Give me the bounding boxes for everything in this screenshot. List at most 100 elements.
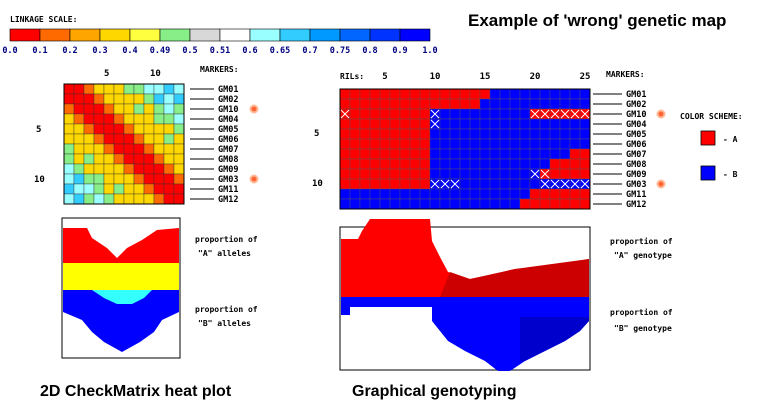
- genotype-cell: [489, 98, 501, 110]
- genotype-cell: [509, 128, 521, 140]
- linkage-scale-tick: 0.5: [182, 46, 197, 56]
- heatmap-profile-band-a-mid: [63, 263, 179, 290]
- heatmap-cell: [83, 113, 95, 125]
- genotype-cell: [459, 188, 471, 200]
- heatmap-cell: [153, 183, 165, 195]
- genotype-cell: [469, 128, 481, 140]
- heatmap-cell: [173, 183, 185, 195]
- genotype-cell: [539, 158, 551, 170]
- heatmap-cell: [153, 133, 165, 145]
- genotype-cell: [569, 168, 581, 180]
- genotype-cell: [439, 188, 451, 200]
- genotype-cell: [379, 118, 391, 130]
- genotype-cell: [549, 188, 561, 200]
- genotype-cell: [499, 118, 511, 130]
- genotype-cell: [529, 138, 541, 150]
- heatmap-cell: [83, 173, 95, 185]
- marker-label: GM12: [626, 200, 646, 210]
- heatmap-cell: [83, 103, 95, 115]
- genotype-cell: [409, 128, 421, 140]
- heatmap-cell: [173, 133, 185, 145]
- heatmap-cell: [173, 113, 185, 125]
- genotype-cell: [479, 168, 491, 180]
- heatmap-cell: [73, 163, 85, 175]
- genotype-cell: [519, 128, 531, 140]
- genotype-cell: [529, 88, 541, 100]
- genotype-cell: [539, 88, 551, 100]
- genotype-cell: [429, 148, 441, 160]
- genotype-cell: [459, 198, 471, 210]
- genotype-cell: [339, 128, 351, 140]
- linkage-scale-tick: 0.4: [122, 46, 137, 56]
- genotype-cell: [379, 128, 391, 140]
- genotype-cell: [409, 168, 421, 180]
- genotype-cell: [369, 88, 381, 100]
- flagged-marker-icon: [249, 174, 259, 184]
- genotype-top-tick: 10: [430, 72, 441, 82]
- genotype-cell: [559, 188, 571, 200]
- genotype-prop-b-line2: "B" genotype: [614, 324, 672, 333]
- linkage-scale-tick: 0.0: [2, 46, 17, 56]
- heatmap-cell: [153, 113, 165, 125]
- genotype-cell: [529, 158, 541, 170]
- heatmap-cell: [63, 133, 75, 145]
- marker-label: GM09: [218, 165, 238, 175]
- genotype-cell: [549, 118, 561, 130]
- heatmap-cell: [103, 113, 115, 125]
- heatmap-top-tick-5: 5: [104, 69, 109, 79]
- genotype-cell: [409, 138, 421, 150]
- genotype-cell: [499, 138, 511, 150]
- genotype-cell: [409, 108, 421, 120]
- heatmap-cell: [143, 83, 155, 95]
- marker-label: GM07: [626, 150, 646, 160]
- genotype-cell: [409, 88, 421, 100]
- genotype-cell: [369, 128, 381, 140]
- genotype-cell: [379, 108, 391, 120]
- genotype-cell: [569, 118, 581, 130]
- genotype-cell: [349, 168, 361, 180]
- genotype-cell: [419, 118, 431, 130]
- genotype-cell: [379, 188, 391, 200]
- heatmap-cell: [123, 83, 135, 95]
- genotype-cell: [369, 98, 381, 110]
- genotype-cell: [419, 148, 431, 160]
- linkage-scale-tick: 0.6: [242, 46, 257, 56]
- genotype-cell: [479, 88, 491, 100]
- genotype-cell: [439, 148, 451, 160]
- genotype-cell: [459, 118, 471, 130]
- genotype-cell: [449, 108, 461, 120]
- genotype-cell: [409, 98, 421, 110]
- genotype-cell: [479, 148, 491, 160]
- genotype-cell: [569, 128, 581, 140]
- genotype-cell: [449, 138, 461, 150]
- heatmap-cell: [123, 113, 135, 125]
- heatmap-cell: [113, 133, 125, 145]
- genotype-cell: [439, 128, 451, 140]
- heatmap-cell: [133, 83, 145, 95]
- heatmap-cell: [173, 93, 185, 105]
- genotype-cell: [399, 168, 411, 180]
- heatmap-cell: [173, 103, 185, 115]
- genotype-cell: [459, 158, 471, 170]
- genotype-cell: [369, 148, 381, 160]
- heatmap-cell: [163, 123, 175, 135]
- heatmap-cell: [153, 83, 165, 95]
- heatmap-cell: [153, 153, 165, 165]
- heatmap-cell: [83, 123, 95, 135]
- genotype-cell: [449, 148, 461, 160]
- heatmap-cell: [113, 183, 125, 195]
- heatmap-cell: [123, 153, 135, 165]
- heatmap-cell: [83, 143, 95, 155]
- genotype-proportion-profile: [339, 219, 591, 371]
- heatmap-cell: [143, 143, 155, 155]
- genotype-cell: [409, 178, 421, 190]
- linkage-scale-tick: 0.9: [392, 46, 407, 56]
- genotype-cell: [519, 158, 531, 170]
- genotype-error-cross: [530, 109, 540, 119]
- linkage-scale-swatch: [99, 28, 131, 42]
- heatmap-cell: [123, 163, 135, 175]
- genotype-cell: [339, 168, 351, 180]
- marker-label: GM11: [218, 185, 238, 195]
- genotype-error-cross: [550, 109, 560, 119]
- heatmap-cell: [153, 143, 165, 155]
